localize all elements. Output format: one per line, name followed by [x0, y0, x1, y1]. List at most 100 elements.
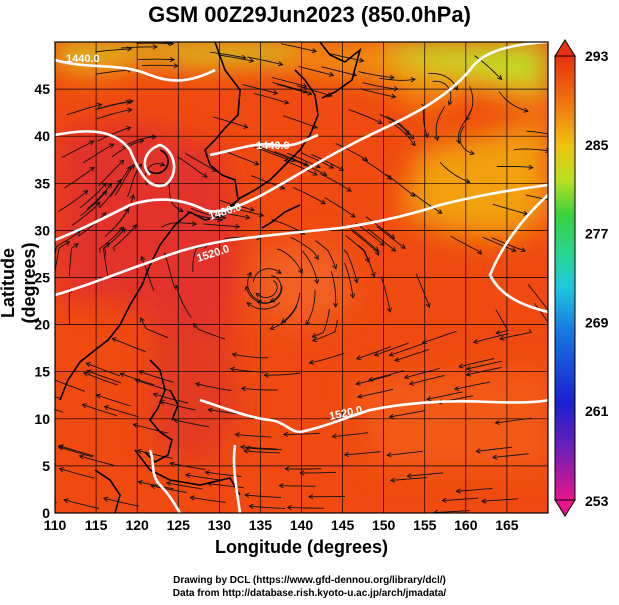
streamline: [348, 109, 383, 124]
streamline: [422, 330, 457, 344]
streamline-arrow: [269, 325, 275, 331]
streamline-arrow: [520, 247, 527, 253]
streamline: [103, 497, 140, 507]
streamline: [335, 143, 368, 161]
streamline: [324, 197, 356, 218]
streamline-arrow: [458, 363, 464, 369]
streamline-arrow: [131, 224, 137, 230]
streamline: [287, 506, 324, 509]
streamline-arrow: [119, 159, 125, 165]
streamline: [311, 153, 344, 171]
streamline-arrow: [152, 44, 158, 50]
streamline-arrow: [498, 335, 505, 341]
streamline-arrow: [386, 174, 393, 180]
streamline: [482, 236, 516, 252]
streamline: [138, 370, 174, 383]
streamline: [141, 256, 155, 291]
streamline: [492, 203, 528, 215]
streamline: [230, 368, 267, 373]
streamline-arrow: [523, 107, 529, 113]
streamline: [79, 182, 107, 209]
streamline: [224, 150, 259, 165]
streamline: [55, 379, 86, 392]
map-title: GSM 00Z29Jun2023 (850.0hPa): [148, 2, 471, 27]
streamline: [270, 305, 298, 330]
streamline: [492, 453, 529, 458]
streamline: [55, 501, 57, 504]
y-tick-label: 40: [34, 128, 50, 144]
streamline: [255, 280, 278, 299]
streamline: [465, 86, 474, 121]
streamline: [409, 374, 445, 385]
streamline: [332, 432, 369, 437]
streamline: [98, 159, 125, 187]
map-grid: [55, 42, 548, 513]
y-tick-label: 15: [34, 364, 50, 380]
streamline: [184, 153, 217, 172]
y-tick-label: 0: [42, 505, 50, 521]
streamline: [302, 250, 318, 284]
streamline: [432, 80, 452, 106]
streamline: [390, 477, 427, 481]
x-tick-label: 155: [413, 517, 437, 533]
streamline: [264, 372, 301, 376]
streamline: [374, 342, 409, 356]
streamline: [458, 358, 495, 368]
streamline-arrow: [102, 496, 109, 502]
colorbar: [554, 55, 576, 501]
streamline: [176, 156, 208, 178]
streamline-arrow: [126, 126, 132, 132]
streamline-arrow: [243, 448, 249, 454]
streamline-arrow: [494, 419, 500, 426]
x-axis-label: Longitude (degrees): [214, 537, 388, 557]
streamline-arrow: [307, 90, 313, 96]
streamline-arrow: [331, 433, 337, 439]
streamline-arrow: [311, 48, 318, 54]
streamline-arrow: [447, 100, 453, 106]
streamline-arrow: [138, 370, 144, 376]
streamline-arrow: [151, 134, 157, 140]
streamline-arrow: [263, 372, 269, 378]
streamline: [55, 408, 64, 413]
streamline-arrow: [299, 470, 305, 476]
colorbar-bottom-arrow: [554, 499, 576, 517]
contour-label: 1440.0: [256, 140, 290, 152]
streamline-arrow: [437, 209, 443, 214]
streamline: [86, 362, 121, 377]
streamline-arrow: [453, 85, 459, 91]
y-tick-label: 45: [34, 81, 50, 97]
streamline-arrow: [111, 337, 117, 343]
x-tick-label: 130: [208, 517, 232, 533]
streamline: [499, 328, 532, 340]
streamline-arrow: [373, 351, 380, 357]
y-tick-label: 20: [34, 317, 50, 333]
streamline: [321, 66, 357, 76]
streamline: [257, 285, 283, 304]
streamline-arrow: [278, 483, 284, 489]
streamline-arrow: [465, 178, 471, 184]
contour-label: 1440.0: [66, 53, 100, 65]
streamline-arrow: [305, 320, 311, 326]
streamline-arrow: [192, 322, 198, 329]
streamline: [407, 472, 444, 477]
streamline: [379, 77, 415, 81]
streamline-arrow: [403, 374, 410, 380]
streamline: [243, 450, 280, 454]
streamline-arrow: [410, 140, 416, 147]
streamline-arrow: [194, 381, 201, 387]
streamline: [442, 497, 479, 502]
streamline-arrow: [280, 318, 287, 324]
colorbar-tick-label: 261: [585, 403, 609, 419]
streamline: [433, 510, 470, 513]
streamline: [98, 179, 122, 209]
streamline-arrow: [477, 249, 482, 256]
x-tick-label: 110: [44, 517, 67, 533]
colorbar-tick-label: 285: [585, 137, 609, 153]
streamline: [344, 262, 354, 298]
streamline: [361, 158, 392, 180]
streamline: [312, 309, 330, 338]
streamline-arrow: [453, 385, 460, 392]
streamline-arrow: [165, 480, 172, 487]
streamline: [466, 366, 502, 376]
